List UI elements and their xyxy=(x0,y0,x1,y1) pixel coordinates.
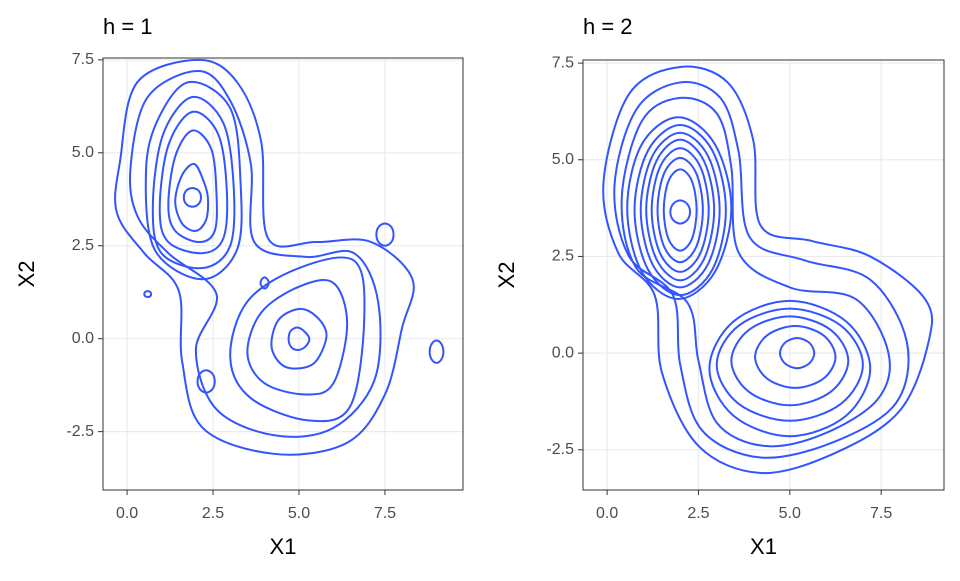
x-tick-label: 2.5 xyxy=(687,505,709,522)
y-tick-label: 5.0 xyxy=(72,144,94,161)
contour-line xyxy=(613,81,910,459)
contour-line xyxy=(669,199,692,225)
contour-line xyxy=(645,138,716,282)
panel-border xyxy=(582,59,945,491)
x-tick-label: 0.0 xyxy=(596,505,618,522)
contour-line xyxy=(633,123,727,297)
panel-border xyxy=(102,57,464,491)
contour-line xyxy=(144,81,243,281)
contour-line xyxy=(754,325,837,389)
y-tick-label: -2.5 xyxy=(66,423,94,440)
y-tick-label: 5.0 xyxy=(552,151,574,168)
contour-line xyxy=(620,96,891,448)
contour-line xyxy=(114,58,415,456)
y-tick-label: 0.0 xyxy=(72,330,94,347)
contour-line xyxy=(639,131,721,289)
y-axis-label: X2 xyxy=(494,262,519,289)
contour-line xyxy=(158,110,229,255)
contour-line xyxy=(167,129,218,244)
y-tick-label: 2.5 xyxy=(72,237,94,254)
x-tick-label: 5.0 xyxy=(288,505,310,522)
contour-line xyxy=(375,222,395,247)
chart-title: h = 1 xyxy=(103,14,153,39)
contour-line xyxy=(428,339,445,364)
contour-line xyxy=(128,70,382,438)
contour-line xyxy=(708,299,872,438)
y-tick-label: 7.5 xyxy=(72,51,94,68)
contour-line xyxy=(650,147,710,273)
contour-line xyxy=(182,187,202,208)
contour-line xyxy=(270,307,328,370)
contour-line xyxy=(151,96,236,270)
x-axis-label: X1 xyxy=(270,534,297,559)
y-axis-label: X2 xyxy=(14,261,39,288)
contour-line xyxy=(626,116,733,300)
contour-line xyxy=(602,65,934,475)
chart-title: h = 2 xyxy=(583,14,633,39)
y-tick-label: 0.0 xyxy=(552,344,574,361)
contour-line xyxy=(730,315,850,407)
contour-line xyxy=(656,156,704,264)
contour-line xyxy=(196,369,216,394)
x-tick-label: 2.5 xyxy=(202,505,224,522)
contour-line xyxy=(174,162,210,232)
y-tick-label: -2.5 xyxy=(546,441,574,458)
contour-line xyxy=(778,337,816,370)
contour-line xyxy=(246,279,349,396)
y-tick-label: 7.5 xyxy=(552,54,574,71)
y-tick-label: 2.5 xyxy=(552,248,574,265)
contour-line xyxy=(143,290,153,299)
x-tick-label: 0.0 xyxy=(116,505,138,522)
x-tick-label: 7.5 xyxy=(870,505,892,522)
contour-line xyxy=(229,256,366,423)
contour-line xyxy=(715,307,864,422)
contour-line xyxy=(287,326,311,351)
x-tick-label: 5.0 xyxy=(779,505,801,522)
x-axis-label: X1 xyxy=(750,534,777,559)
contour-line xyxy=(259,276,270,290)
contour-line xyxy=(662,168,698,252)
x-tick-label: 7.5 xyxy=(374,505,396,522)
